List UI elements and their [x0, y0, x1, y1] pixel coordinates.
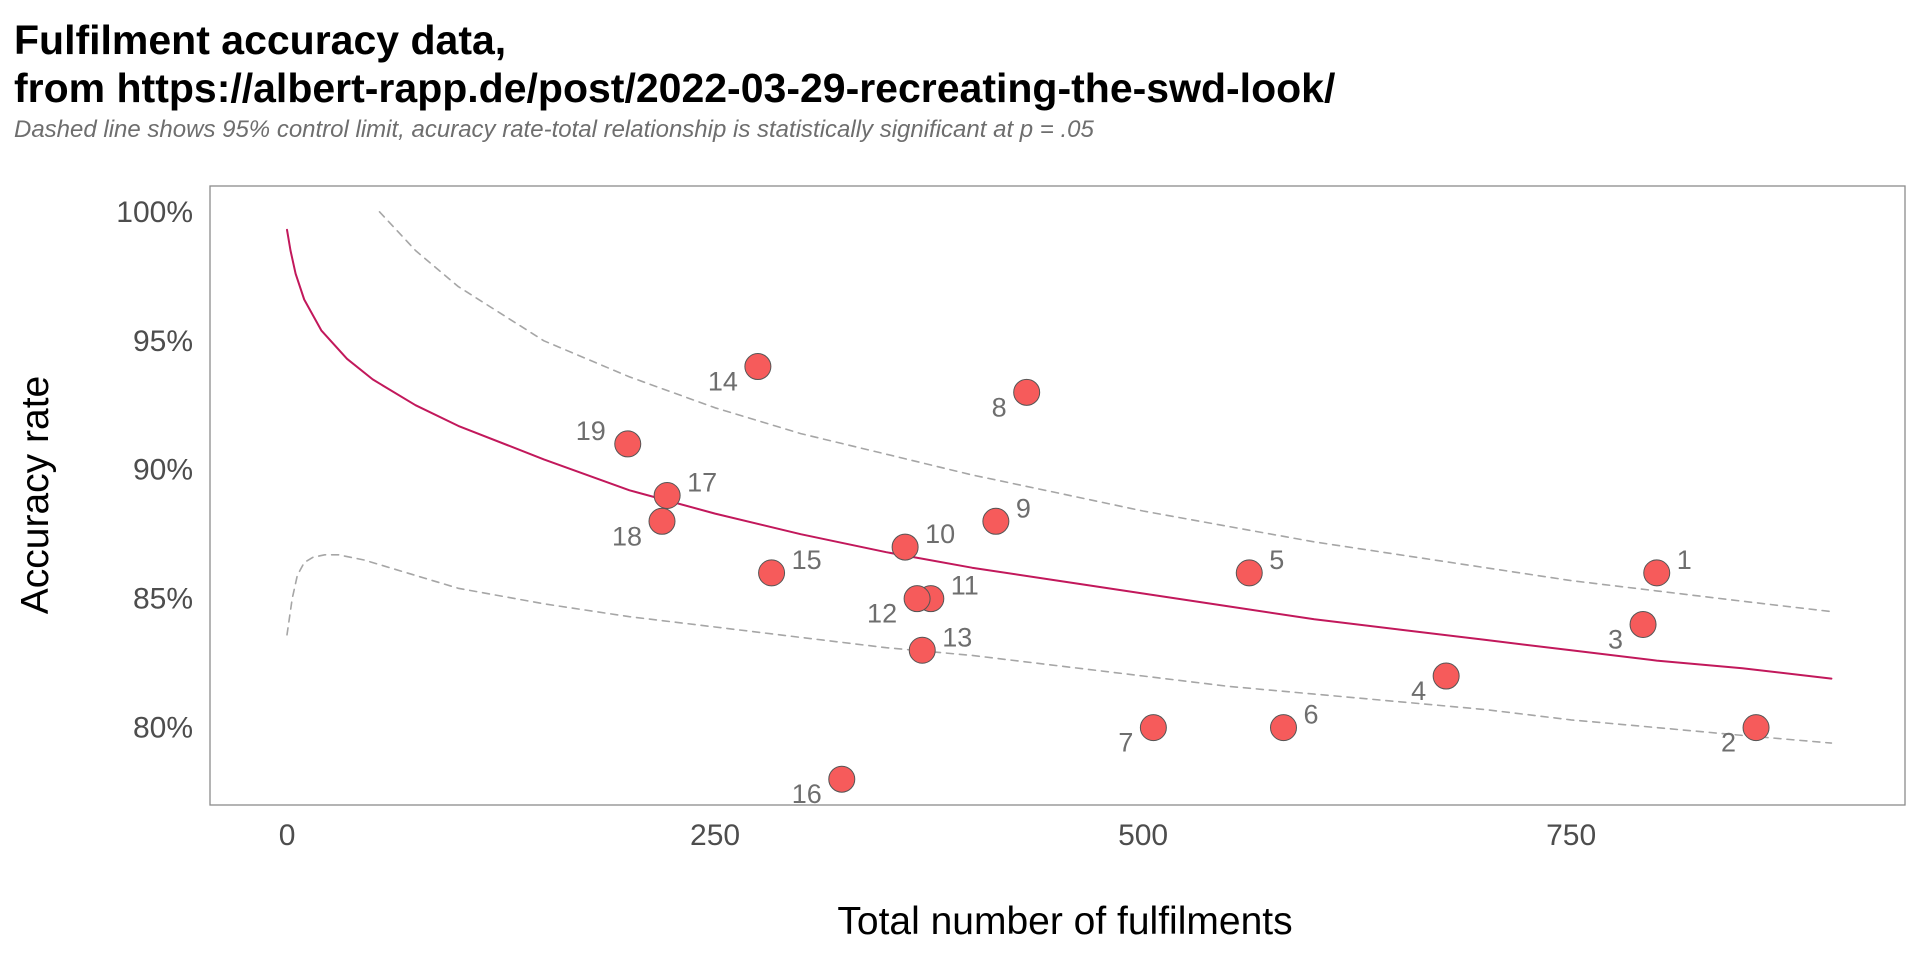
data-point	[1432, 662, 1460, 690]
data-point	[1629, 610, 1657, 638]
data-point	[1013, 378, 1041, 406]
data-point-label: 1	[1677, 545, 1692, 575]
data-point-label: 2	[1721, 728, 1736, 758]
data-point-label: 7	[1118, 728, 1133, 758]
data-point-label: 15	[792, 545, 822, 575]
data-point-label: 19	[576, 416, 606, 446]
data-point-label: 16	[792, 779, 822, 809]
trend-line	[286, 228, 1833, 680]
y-tick-label: 100%	[116, 196, 193, 229]
lower-control-limit-line	[286, 553, 1833, 744]
x-axis: 0 250 500 750	[279, 819, 1596, 852]
y-axis-title: Accuracy rate	[14, 376, 57, 614]
data-point	[744, 353, 772, 381]
data-point-label: 6	[1304, 700, 1319, 730]
data-point	[903, 585, 931, 613]
data-point	[758, 559, 786, 587]
chart-title-line-1: Fulfilment accuracy data,	[14, 17, 507, 63]
data-point-label: 4	[1411, 676, 1426, 706]
x-axis-title: Total number of fulfilments	[837, 900, 1292, 943]
data-point	[1643, 559, 1671, 587]
data-point	[1235, 559, 1263, 587]
x-tick-label: 250	[690, 819, 740, 852]
data-point-label: 12	[867, 599, 897, 629]
x-tick-label: 0	[279, 819, 296, 852]
data-point	[828, 765, 856, 793]
data-point-label: 8	[992, 392, 1007, 422]
data-point-label: 18	[612, 521, 642, 551]
y-tick-label: 80%	[133, 712, 193, 745]
data-points	[614, 353, 1770, 793]
y-tick-label: 85%	[133, 583, 193, 616]
data-point-label: 14	[708, 367, 738, 397]
plot-panel	[209, 185, 1906, 806]
upper-control-limit-line	[378, 211, 1833, 613]
data-point-label: 3	[1608, 624, 1623, 654]
data-point	[908, 636, 936, 664]
data-point-label: 13	[942, 622, 972, 652]
data-point	[614, 430, 642, 458]
data-point-label: 5	[1269, 545, 1284, 575]
data-point	[648, 507, 676, 535]
x-tick-label: 750	[1546, 819, 1596, 852]
y-tick-label: 95%	[133, 325, 193, 358]
data-point-label: 17	[687, 468, 717, 498]
data-point	[653, 482, 681, 509]
y-axis: 80% 85% 90% 95% 100%	[116, 196, 193, 745]
data-point	[982, 507, 1010, 535]
chart-title-line-2: from https://albert-rapp.de/post/2022-03…	[14, 65, 1336, 111]
trend-and-limit-lines	[286, 211, 1833, 744]
y-tick-label: 90%	[133, 454, 193, 487]
data-point	[1270, 714, 1297, 742]
data-point-label: 9	[1016, 493, 1031, 523]
data-point-label: 11	[951, 571, 979, 601]
data-point	[1742, 714, 1770, 742]
chart-header: Fulfilment accuracy data, from https://a…	[14, 16, 1904, 146]
x-tick-label: 500	[1118, 819, 1168, 852]
data-point-label: 10	[925, 519, 955, 549]
data-point	[1139, 714, 1167, 742]
chart-subtitle: Dashed line shows 95% control limit, acu…	[14, 116, 1094, 143]
data-point	[891, 533, 919, 561]
